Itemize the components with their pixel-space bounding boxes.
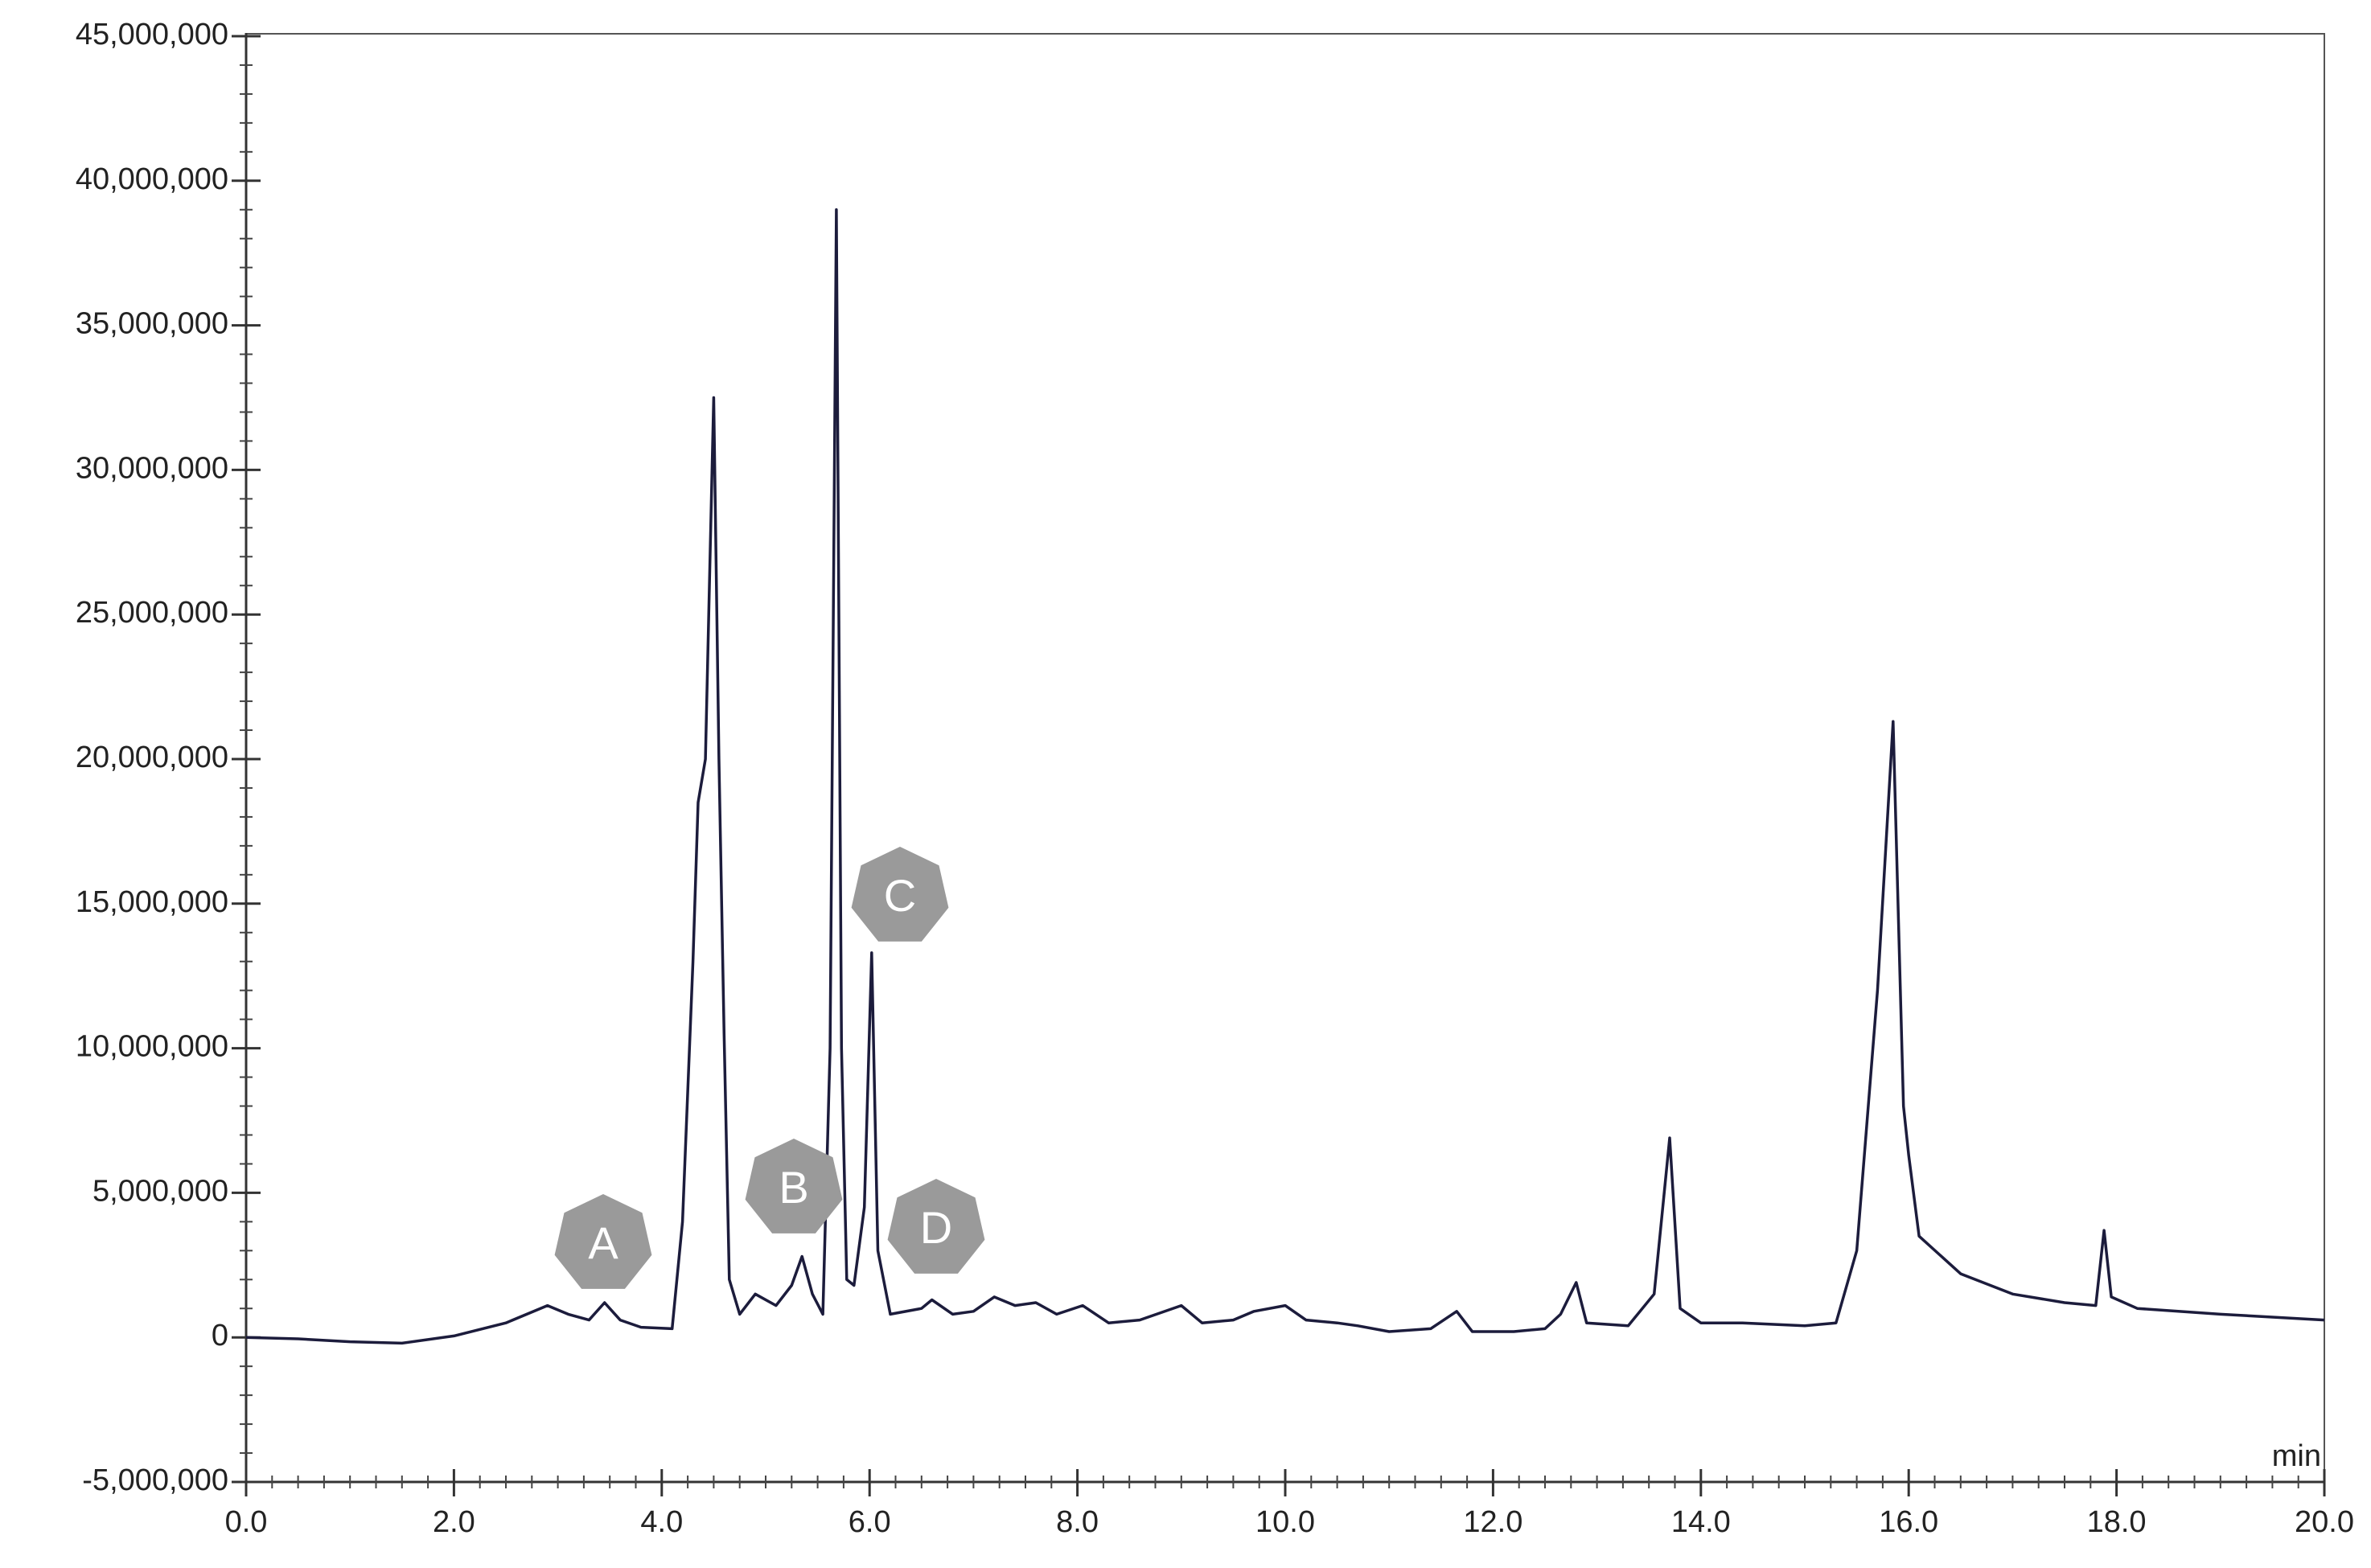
x-tick-label: 16.0 — [1879, 1505, 1938, 1539]
y-tick-label: 15,000,000 — [76, 885, 228, 919]
y-tick-label: 35,000,000 — [76, 307, 228, 341]
y-tick-label: 5,000,000 — [92, 1174, 228, 1208]
y-tick-label: 45,000,000 — [76, 18, 228, 51]
x-tick-label: 6.0 — [849, 1505, 891, 1539]
plot-frame — [245, 33, 2325, 1483]
x-tick-label: 14.0 — [1671, 1505, 1731, 1539]
annotation-badge — [887, 1179, 985, 1274]
annotation-badge — [745, 1139, 843, 1233]
x-tick-label: 20.0 — [2295, 1505, 2354, 1539]
annotation-label: D — [920, 1202, 952, 1253]
annotation-badge — [554, 1194, 652, 1289]
y-tick-label: 40,000,000 — [76, 162, 228, 196]
annotation-label: A — [588, 1217, 618, 1268]
y-tick-label: 0 — [212, 1319, 228, 1353]
chromatogram-line — [245, 208, 2325, 1345]
x-tick-label: 8.0 — [1056, 1505, 1099, 1539]
x-tick-label: 2.0 — [433, 1505, 475, 1539]
y-tick-label: 10,000,000 — [76, 1030, 228, 1064]
x-tick-label: 0.0 — [225, 1505, 268, 1539]
y-tick-label: -5,000,000 — [82, 1463, 228, 1497]
annotation-label: B — [779, 1162, 808, 1213]
x-axis-label: min — [2272, 1439, 2321, 1473]
x-tick-label: 18.0 — [2087, 1505, 2147, 1539]
annotation-badge — [851, 847, 949, 942]
y-tick-label: 25,000,000 — [76, 596, 228, 630]
x-tick-label: 10.0 — [1255, 1505, 1315, 1539]
x-tick-label: 12.0 — [1463, 1505, 1522, 1539]
x-tick-label: 4.0 — [640, 1505, 683, 1539]
annotation-label: C — [884, 870, 916, 921]
y-tick-label: 20,000,000 — [76, 741, 228, 774]
y-tick-label: 30,000,000 — [76, 451, 228, 485]
